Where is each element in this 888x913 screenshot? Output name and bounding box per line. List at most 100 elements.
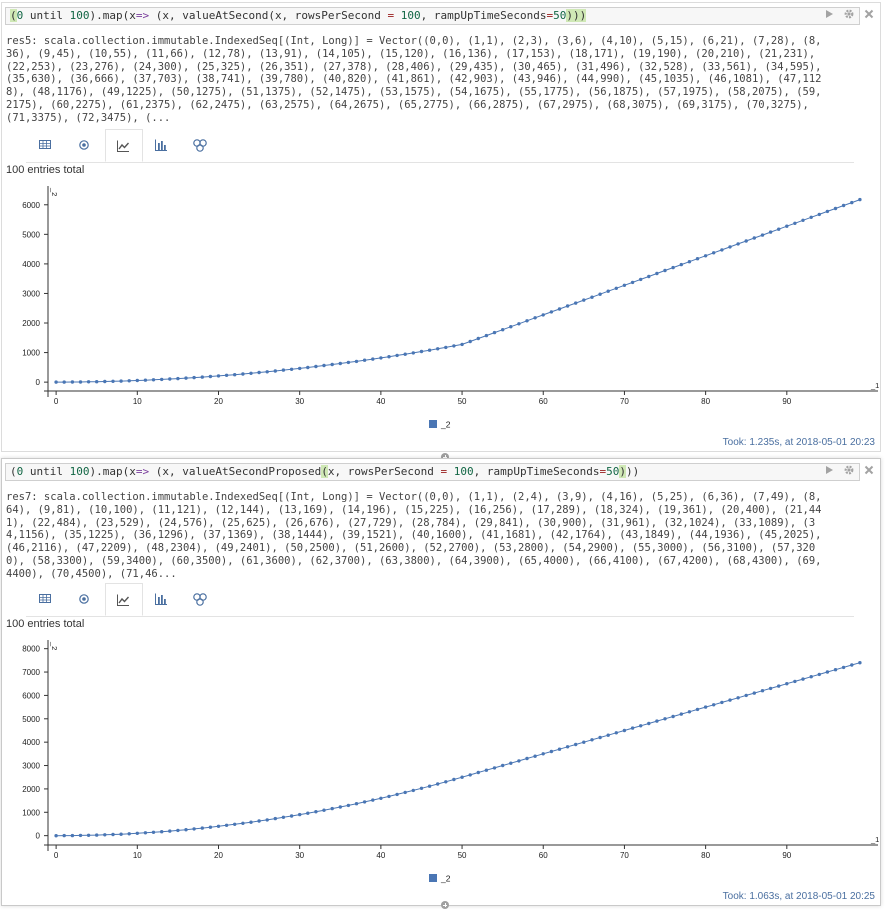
data-point xyxy=(720,248,724,252)
data-point xyxy=(127,379,131,383)
tab-line-chart[interactable] xyxy=(105,129,143,162)
data-point xyxy=(62,833,66,838)
data-point xyxy=(273,369,277,373)
code-token: , rampUpTimeSeconds xyxy=(473,465,600,478)
data-point xyxy=(712,703,716,707)
data-point xyxy=(54,834,58,838)
tab-scatter[interactable] xyxy=(67,583,105,616)
tab-pie-chart[interactable] xyxy=(182,583,220,616)
code-token: until xyxy=(23,9,70,22)
table-icon xyxy=(39,594,51,603)
data-point xyxy=(103,379,107,384)
data-point xyxy=(484,333,489,338)
y-tick-label: 6000 xyxy=(22,691,40,700)
line-chart-icon xyxy=(117,594,130,606)
cell-settings-button[interactable] xyxy=(841,8,857,24)
cell-settings-button[interactable] xyxy=(841,464,857,480)
data-point xyxy=(168,829,172,833)
tab-line-chart[interactable] xyxy=(105,583,143,616)
x-tick-label: 30 xyxy=(295,851,304,860)
tab-table[interactable] xyxy=(28,583,66,616)
data-point xyxy=(647,274,651,279)
data-point xyxy=(565,304,570,308)
data-point xyxy=(306,811,310,815)
x-tick-label: 70 xyxy=(620,397,629,406)
legend[interactable]: _2 xyxy=(429,874,451,884)
data-point xyxy=(850,663,854,667)
code-token: ) xyxy=(619,465,626,478)
x-tick-label: 40 xyxy=(376,397,385,406)
data-point xyxy=(86,380,91,384)
data-point xyxy=(647,721,651,726)
data-point xyxy=(630,726,635,730)
run-cell-button[interactable] xyxy=(821,8,837,24)
data-point xyxy=(695,707,700,712)
expand-icon[interactable] xyxy=(441,453,449,461)
legend[interactable]: _2 xyxy=(429,420,451,430)
close-cell-button[interactable] xyxy=(861,8,877,24)
y-tick-label: 1000 xyxy=(22,349,40,358)
code-token: = xyxy=(546,9,554,22)
code-input[interactable]: (0 until 100).map(x=> (x, valueAtSecondP… xyxy=(5,463,860,481)
output-line: 36), (9,45), (10,55), (11,66), (12,78), … xyxy=(6,47,816,60)
x-axis-label: _1 xyxy=(870,835,879,844)
data-point xyxy=(785,224,789,228)
data-point xyxy=(257,370,261,375)
data-point xyxy=(565,745,570,749)
code-token: ))) xyxy=(566,9,587,22)
data-point xyxy=(590,738,594,742)
data-point xyxy=(70,380,75,384)
code-input[interactable]: (0 until 100).map(x=> (x, valueAtSecond(… xyxy=(5,7,860,25)
data-point xyxy=(184,376,188,380)
data-point xyxy=(582,298,586,302)
legend-swatch xyxy=(429,874,437,882)
data-point xyxy=(549,749,554,754)
data-point xyxy=(574,742,578,747)
tab-bar-chart[interactable] xyxy=(144,583,182,616)
x-tick-label: 90 xyxy=(782,397,791,406)
data-point xyxy=(509,761,513,765)
gear-icon xyxy=(844,465,854,475)
data-point xyxy=(671,265,675,270)
execution-time: Took: 1.063s, at 2018-05-01 20:25 xyxy=(722,891,875,902)
code-token: x, rowsPerSecond xyxy=(327,465,441,478)
close-cell-button[interactable] xyxy=(861,464,877,480)
code-token: )) xyxy=(625,465,640,478)
code-token: (x, valueAtSecondProposed xyxy=(149,465,322,478)
tab-pie-chart[interactable] xyxy=(182,129,220,162)
data-point xyxy=(752,236,756,240)
expand-icon[interactable] xyxy=(441,901,449,909)
code-token: x xyxy=(129,465,136,478)
data-point xyxy=(801,218,805,222)
data-point xyxy=(614,731,618,735)
output-line: 8), (48,1176), (49,1225), (50,1275), (51… xyxy=(6,86,822,99)
code-token: 100 xyxy=(69,465,90,478)
data-point xyxy=(127,832,131,836)
data-point xyxy=(354,802,359,806)
line-chart: 0 1000 2000 3000 4000 5000 6000 7000 8000 0 10 20 30… xyxy=(22,640,879,884)
code-token: = xyxy=(387,9,395,22)
data-point xyxy=(160,377,164,382)
data-point xyxy=(833,206,838,211)
scatter-icon xyxy=(78,140,89,150)
y-tick-label: 7000 xyxy=(22,668,40,677)
tab-scatter[interactable] xyxy=(67,129,105,162)
data-point xyxy=(574,301,578,305)
data-point xyxy=(436,782,440,786)
data-point xyxy=(492,330,497,335)
data-point xyxy=(330,362,334,367)
data-point xyxy=(760,689,765,693)
output-line: (71,3375), (72,3475), (... xyxy=(6,111,171,124)
data-point xyxy=(484,768,489,772)
data-point xyxy=(598,292,602,296)
y-tick-label: 1000 xyxy=(22,808,40,817)
bar-chart-icon xyxy=(154,139,167,151)
data-point xyxy=(411,351,415,355)
tab-bar-chart[interactable] xyxy=(144,129,182,162)
data-point xyxy=(720,700,724,705)
scatter-icon xyxy=(78,594,89,604)
tab-table[interactable] xyxy=(28,129,66,162)
x-tick-label: 90 xyxy=(782,851,791,860)
run-cell-button[interactable] xyxy=(821,464,837,480)
data-point xyxy=(387,794,391,799)
